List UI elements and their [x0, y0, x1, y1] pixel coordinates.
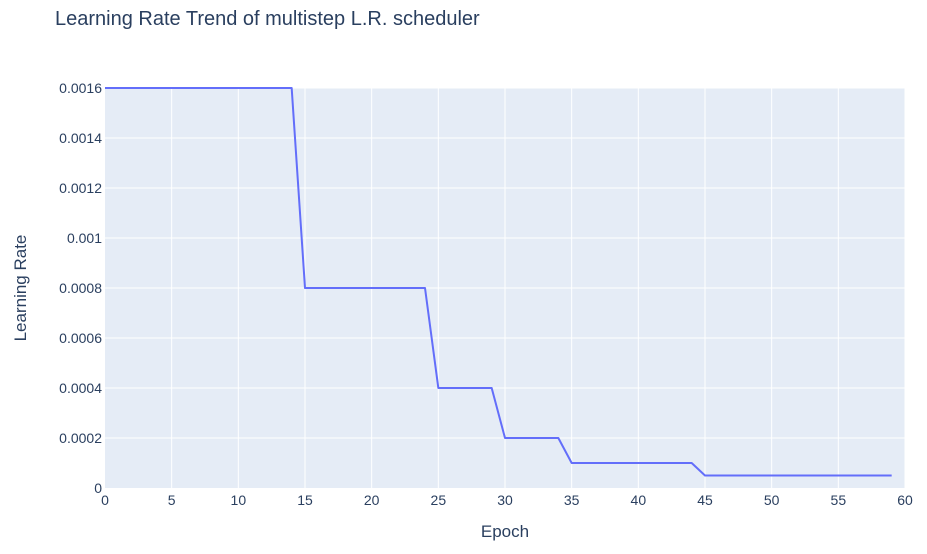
data-point[interactable] [490, 386, 494, 390]
y-tick-label: 0.0002 [59, 430, 102, 446]
data-point[interactable] [570, 461, 574, 465]
series-layer [103, 86, 894, 478]
data-point[interactable] [436, 386, 440, 390]
x-tick-label: 60 [897, 492, 913, 508]
y-tick-label: 0.0006 [59, 330, 102, 346]
data-point[interactable] [556, 436, 560, 440]
grid-lines [105, 87, 906, 488]
chart-title: Learning Rate Trend of multistep L.R. sc… [55, 8, 480, 30]
y-tick-label: 0.0014 [59, 130, 102, 146]
x-tick-label: 25 [431, 492, 447, 508]
x-axis-title: Epoch [481, 522, 529, 541]
data-point[interactable] [103, 86, 107, 90]
x-tick-label: 45 [697, 492, 713, 508]
data-point[interactable] [423, 286, 427, 290]
y-tick-label: 0.001 [67, 230, 102, 246]
x-tick-label: 50 [764, 492, 780, 508]
x-tick-label: 0 [101, 492, 109, 508]
y-tick-label: 0.0012 [59, 180, 102, 196]
data-point[interactable] [503, 436, 507, 440]
y-tick-label: 0 [94, 480, 102, 496]
y-tick-label: 0.0004 [59, 380, 102, 396]
x-tick-label: 40 [631, 492, 647, 508]
y-tick-label: 0.0008 [59, 280, 102, 296]
y-axis-ticks: 0 0.0002 0.0004 0.0006 0.0008 0.001 0.0012 0.00… [59, 80, 102, 496]
x-tick-label: 20 [364, 492, 380, 508]
data-point[interactable] [703, 474, 707, 478]
x-tick-label: 35 [564, 492, 580, 508]
data-point[interactable] [290, 86, 294, 90]
series-line [105, 87, 892, 477]
x-axis-ticks: 0 5 10 15 20 25 30 35 40 45 50 55 60 [101, 492, 913, 508]
data-point[interactable] [690, 461, 694, 465]
x-tick-label: 55 [831, 492, 847, 508]
y-axis-title: Learning Rate [11, 235, 30, 342]
x-tick-label: 30 [497, 492, 513, 508]
data-point[interactable] [303, 286, 307, 290]
data-point[interactable] [890, 474, 894, 478]
x-tick-label: 5 [168, 492, 176, 508]
y-tick-label: 0.0016 [59, 80, 102, 96]
x-tick-label: 15 [297, 492, 313, 508]
x-tick-label: 10 [231, 492, 247, 508]
